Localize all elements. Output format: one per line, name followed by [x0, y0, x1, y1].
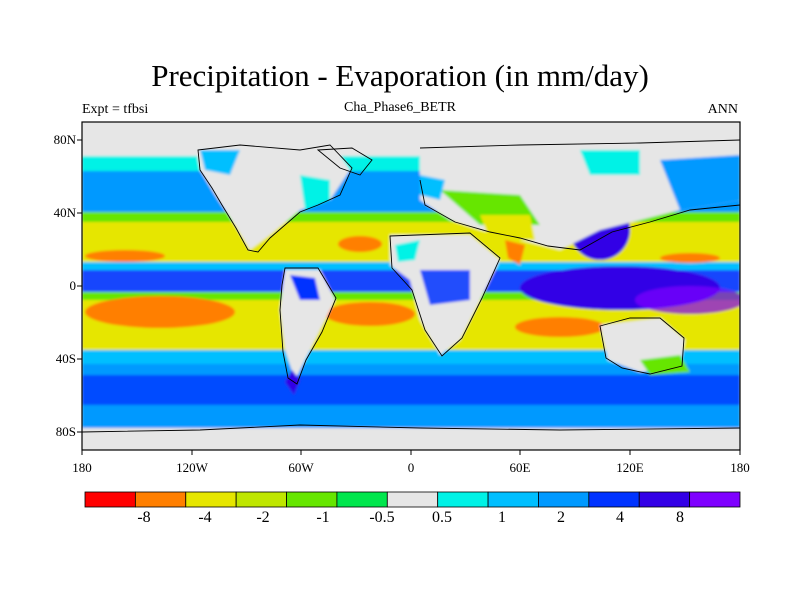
colorbar-label: 2	[557, 509, 565, 526]
season-label: ANN	[707, 102, 738, 117]
lon-tick-label: 120E	[616, 460, 644, 475]
lat-tick-label: 80S	[55, 424, 76, 439]
colorbar-label: -4	[198, 509, 212, 526]
lon-tick-label: 180	[72, 460, 92, 475]
colorbar-swatch	[487, 491, 539, 508]
lon-tick-label: 60W	[288, 460, 314, 475]
map-field	[82, 122, 740, 450]
page-title: Precipitation - Evaporation (in mm/day)	[151, 58, 649, 93]
colorbar-swatch	[134, 491, 187, 508]
case-label: Cha_Phase6_BETR	[344, 100, 456, 115]
lon-tick-label: 120W	[176, 460, 208, 475]
lon-tick-label: 180	[730, 460, 750, 475]
colorbar-swatch	[638, 491, 691, 508]
colorbar-label: -0.5	[369, 509, 395, 526]
colorbar-label: 8	[676, 509, 684, 526]
colorbar-swatch	[538, 491, 590, 508]
colorbar-swatch	[437, 491, 489, 508]
lon-tick-label: 60E	[509, 460, 531, 475]
colorbar-label: 0.5	[432, 509, 452, 526]
colorbar-swatch	[336, 491, 388, 508]
lon-tick-label: 0	[407, 460, 415, 475]
lat-tick-label: 40S	[55, 351, 76, 366]
colorbar-swatch	[235, 491, 287, 508]
colorbar-label: -2	[256, 509, 270, 526]
lat-tick-label: 0	[69, 278, 77, 293]
colorbar-swatch	[185, 491, 237, 508]
colorbar	[84, 491, 741, 508]
colorbar-swatch	[689, 491, 741, 508]
colorbar-swatch	[386, 491, 439, 508]
lat-tick-label: 80N	[53, 132, 76, 147]
colorbar-swatch	[588, 491, 640, 508]
colorbar-swatch	[286, 491, 338, 508]
colorbar-label: -8	[137, 509, 151, 526]
lat-tick-label: 40N	[53, 205, 76, 220]
colorbar-swatch	[84, 491, 136, 508]
axis-ticks	[77, 139, 741, 455]
coastlines	[82, 139, 740, 433]
colorbar-label: -1	[316, 509, 330, 526]
colorbar-label: 4	[616, 509, 624, 526]
colorbar-label: 1	[498, 509, 506, 526]
experiment-label: Expt = tfbsi	[82, 102, 149, 117]
